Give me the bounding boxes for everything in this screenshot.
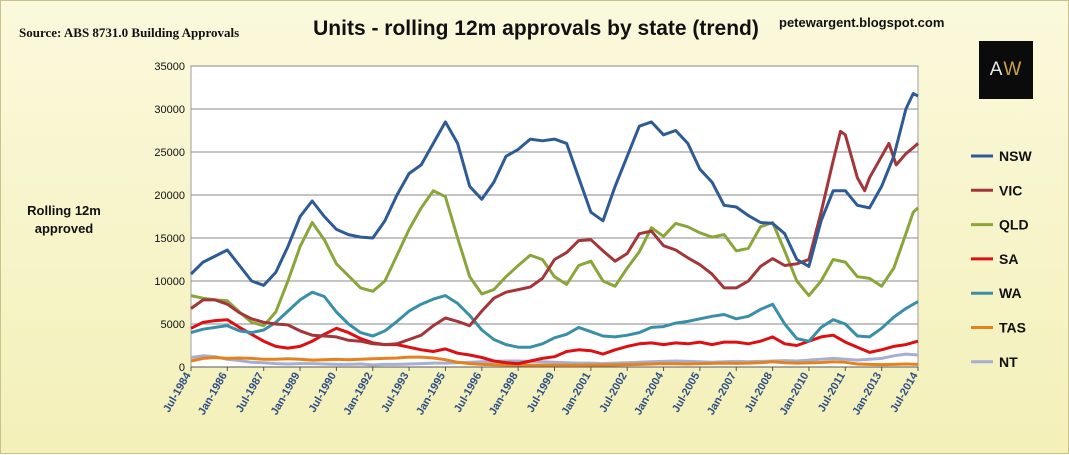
x-tick-label: Jul-2005 [670,371,702,415]
blog-url[interactable]: petewargent.blogspot.com [779,15,945,30]
y-tick-label: 35000 [154,61,185,73]
x-tick-label: Jan-2013 [850,371,884,418]
legend-label-tas: TAS [999,320,1026,336]
y-tick-label: 25000 [154,147,185,159]
x-tick-label: Jan-1989 [269,371,303,418]
x-tick-label: Jul-2011 [816,371,848,415]
logo-letter-a: A [989,59,1004,80]
chart-title: Units - rolling 12m approvals by state (… [313,17,759,40]
x-tick-label: Jul-2014 [888,370,921,415]
x-tick-label: Jan-2007 [705,371,739,418]
x-tick-label: Jan-1986 [196,371,230,418]
x-tick-label: Jan-1992 [341,371,375,418]
legend-label-nsw: NSW [999,148,1032,164]
legend-label-sa: SA [999,251,1018,267]
y-tick-label: 30000 [154,104,185,116]
y-axis-caption: Rolling 12m approved [19,202,109,238]
y-tick-label: 10000 [154,276,185,288]
y-tick-label: 15000 [154,233,185,245]
x-tick-label: Jan-2004 [632,370,666,418]
plot-area [190,65,919,368]
x-tick-label: Jan-2010 [778,371,812,418]
x-tick-label: Jul-2002 [597,371,629,415]
x-tick-label: Jul-1987 [234,371,266,415]
legend-label-wa: WA [999,285,1022,301]
x-tick-label: Jul-2008 [743,371,775,415]
series-line-nt [190,352,919,367]
x-tick-label: Jul-1990 [307,371,339,415]
series-line-wa [190,290,919,349]
x-tick-label: Jul-1984 [161,370,194,415]
x-tick-label: Jan-1995 [414,371,448,418]
x-tick-label: Jul-1996 [452,371,484,415]
series-line-tas [190,355,919,367]
y-tick-label: 20000 [154,190,185,202]
y-axis-caption-line-2: approved [34,221,94,236]
x-tick-label: Jan-1998 [487,371,521,418]
x-tick-label: Jan-2001 [560,371,594,418]
legend-label-vic: VIC [999,182,1022,198]
y-tick-label: 0 [179,362,185,374]
y-axis-caption-line-1: Rolling 12m [27,203,101,218]
x-tick-label: Jul-1999 [525,371,557,415]
x-tick-label: Jul-1993 [379,371,411,415]
legend-label-qld: QLD [999,217,1029,233]
y-tick-label: 5000 [161,319,185,331]
legend-label-nt: NT [999,354,1018,370]
source-note: Source: ABS 8731.0 Building Approvals [19,25,240,40]
series-line-sa [190,318,919,366]
series-line-vic [190,129,920,347]
series-line-qld [190,189,920,328]
logo-letter-w: W [1003,59,1023,80]
series-line-nsw [189,92,919,287]
